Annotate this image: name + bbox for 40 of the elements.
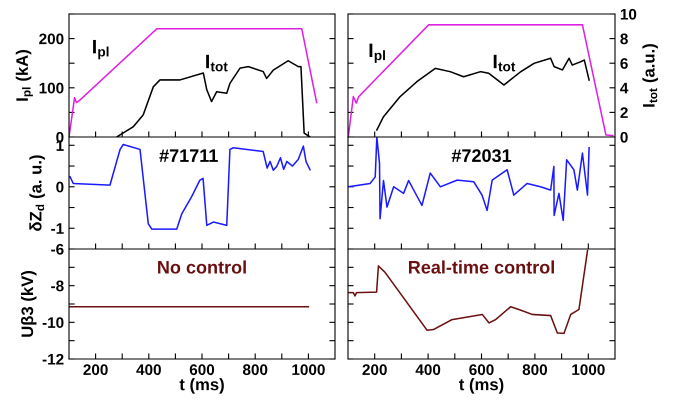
x-tick-label: 600 [190, 364, 214, 376]
x-axis-title: t (ms) [459, 378, 504, 394]
y-axis-title: I$_{pl}$ (kA) [16, 50, 33, 101]
y-tick-label: -12 [42, 354, 64, 365]
y-axis-title: Uβ3 (kV) [20, 271, 37, 337]
x-tick-label: 600 [469, 364, 494, 376]
y-tick-label: -8 [51, 280, 64, 292]
line-series [69, 144, 311, 230]
annotation: I$_{pl}$ [370, 44, 385, 63]
x-tick-label: 1000 [292, 364, 325, 376]
annotation: No control [158, 260, 246, 274]
annotation: I$_{pl}$ [93, 40, 108, 60]
y2-axis-title: I$_{tot}$ (a.u.) [642, 44, 658, 107]
y-tick-label: 200 [39, 33, 64, 44]
y-tick-label: -6 [51, 244, 64, 255]
y-tick-label: -10 [42, 317, 64, 328]
annotation: #71711 [159, 149, 218, 162]
annotation: Real-time control [408, 260, 554, 274]
x-axis-title: t (ms) [180, 378, 224, 394]
annotation: I$_{tot}$ [206, 54, 228, 72]
y-tick-label: 10 [620, 8, 636, 20]
x-tick-label: 800 [522, 364, 548, 376]
x-tick-label: 800 [242, 364, 268, 376]
y-tick-label: 2 [620, 107, 628, 118]
x-tick-label: 400 [416, 364, 440, 376]
y-tick-label: 100 [40, 82, 64, 94]
y-tick-label: 0 [620, 132, 628, 143]
x-tick-label: 400 [136, 364, 161, 376]
y-tick-label: 8 [620, 33, 628, 44]
y-axis-title: δZ$_{d}$ (a. u.) [29, 155, 45, 231]
x-tick-label: 200 [362, 364, 387, 376]
y-tick-label: 6 [620, 58, 628, 69]
y-tick-label: 4 [620, 82, 628, 94]
annotation: I$_{tot}$ [494, 54, 516, 72]
x-tick-label: 200 [83, 364, 108, 376]
line-series [69, 28, 318, 137]
x-tick-label: 1000 [572, 364, 605, 376]
y-tick-label: -1 [51, 223, 64, 234]
y-tick-label: 0 [56, 182, 64, 192]
annotation: #72031 [452, 149, 512, 162]
